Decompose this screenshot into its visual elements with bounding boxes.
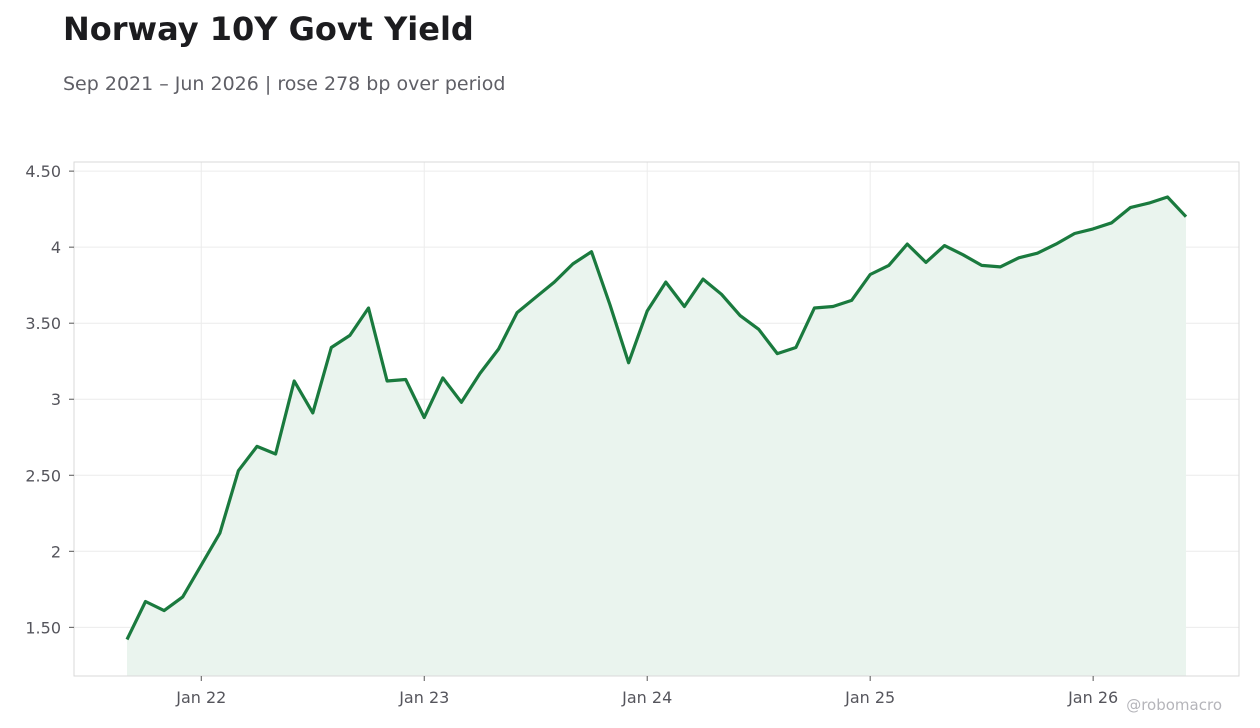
y-tick-label: 3.50 xyxy=(25,314,61,333)
y-tick-label: 2 xyxy=(51,542,61,561)
y-axis-ticks: 1.50 2 2.50 3 3.50 4 4.50 xyxy=(25,162,74,637)
yield-series-line xyxy=(125,195,1188,641)
yield-area-fill xyxy=(127,197,1186,676)
watermark: @robomacro xyxy=(1126,696,1222,714)
y-tick-label: 1.50 xyxy=(25,618,61,637)
chart-title: Norway 10Y Govt Yield xyxy=(63,10,474,48)
plot-frame xyxy=(73,161,1240,677)
chart-subtitle: Sep 2021 – Jun 2026 | rose 278 bp over p… xyxy=(63,73,506,95)
x-axis-ticks: Jan 22 Jan 23 Jan 24 Jan 25 Jan 26 xyxy=(175,676,1118,707)
x-tick-label: Jan 26 xyxy=(1067,688,1118,707)
x-tick-label: Jan 25 xyxy=(844,688,895,707)
x-tick-label: Jan 22 xyxy=(175,688,226,707)
y-tick-label: 3 xyxy=(51,390,61,409)
y-tick-label: 2.50 xyxy=(25,466,61,485)
x-tick-label: Jan 23 xyxy=(398,688,449,707)
y-tick-label: 4.50 xyxy=(25,162,61,181)
y-tick-label: 4 xyxy=(51,238,61,257)
x-tick-label: Jan 24 xyxy=(621,688,672,707)
